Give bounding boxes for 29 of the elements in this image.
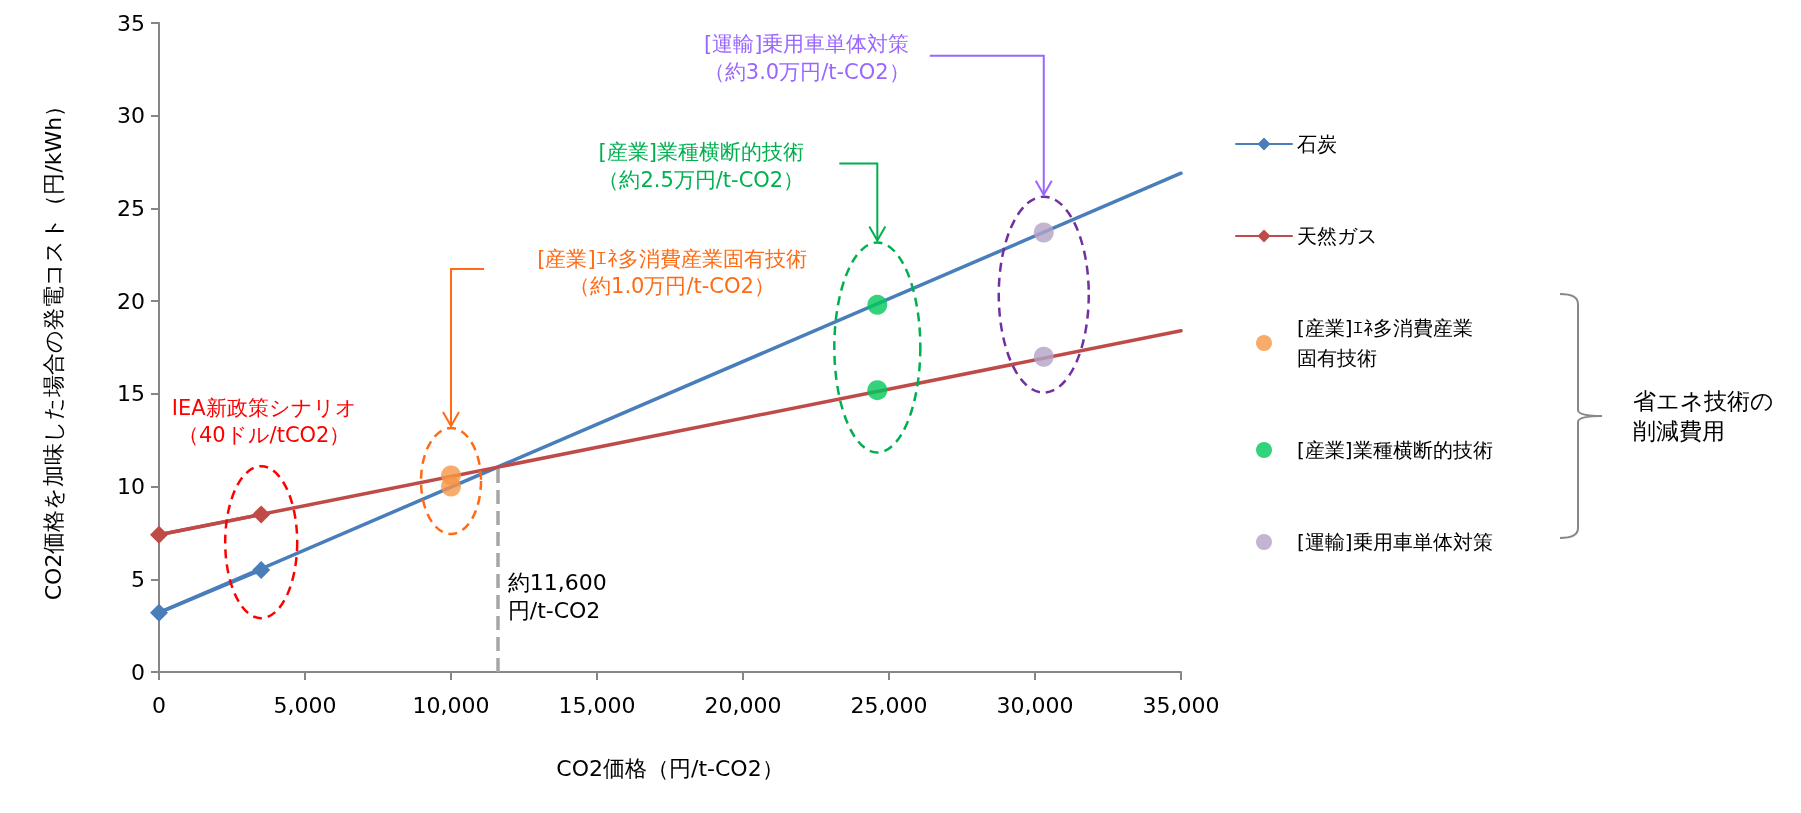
y-tick-label: 15 — [117, 381, 145, 407]
x-axis-title: CO2価格（円/t-CO2） — [556, 755, 784, 781]
x-tick-label: 35,000 — [1142, 692, 1220, 718]
x-tick-label: 20,000 — [704, 692, 782, 718]
y-tick-label: 5 — [131, 566, 145, 592]
annotation: [産業]ｴﾈ多消費産業固有技術（約1.0万円/t-CO2） — [537, 246, 807, 299]
annotation: [運輸]乗用車単体対策（約3.0万円/t-CO2） — [703, 32, 910, 84]
y-tick-label: 0 — [131, 659, 145, 685]
legend-label: [運輸]乗用車単体対策 — [1297, 530, 1493, 554]
ref-line-label: 約11,600 円/t-CO2 — [507, 569, 607, 624]
x-tick-label: 5,000 — [273, 692, 337, 718]
annotation: [産業]業種横断的技術（約2.5万円/t-CO2） — [598, 140, 805, 192]
text: 省エネ技術の削減費用 — [1633, 388, 1774, 444]
y-tick-label: 25 — [117, 195, 145, 221]
x-tick-label: 25,000 — [850, 692, 928, 718]
y-tick-label: 20 — [117, 288, 145, 314]
x-tick-label: 0 — [152, 692, 166, 718]
legend-label: 石炭 — [1297, 132, 1337, 156]
x-tick-label: 10,000 — [412, 692, 490, 718]
legend-label: 天然ガス — [1297, 224, 1377, 248]
x-tick-label: 15,000 — [558, 692, 636, 718]
legend-label: [産業]業種横断的技術 — [1297, 438, 1493, 462]
y-axis-title: CO2価格を加味した場合の発電コスト（円/kWh） — [40, 94, 66, 601]
annotation: IEA新政策シナリオ（40ドル/tCO2） — [171, 395, 357, 448]
y-tick-label: 35 — [117, 10, 145, 36]
y-tick-label: 30 — [117, 103, 145, 129]
y-tick-label: 10 — [117, 474, 145, 500]
legend-label: [産業]ｴﾈ多消費産業固有技術 — [1297, 316, 1473, 370]
x-tick-label: 30,000 — [996, 692, 1074, 718]
